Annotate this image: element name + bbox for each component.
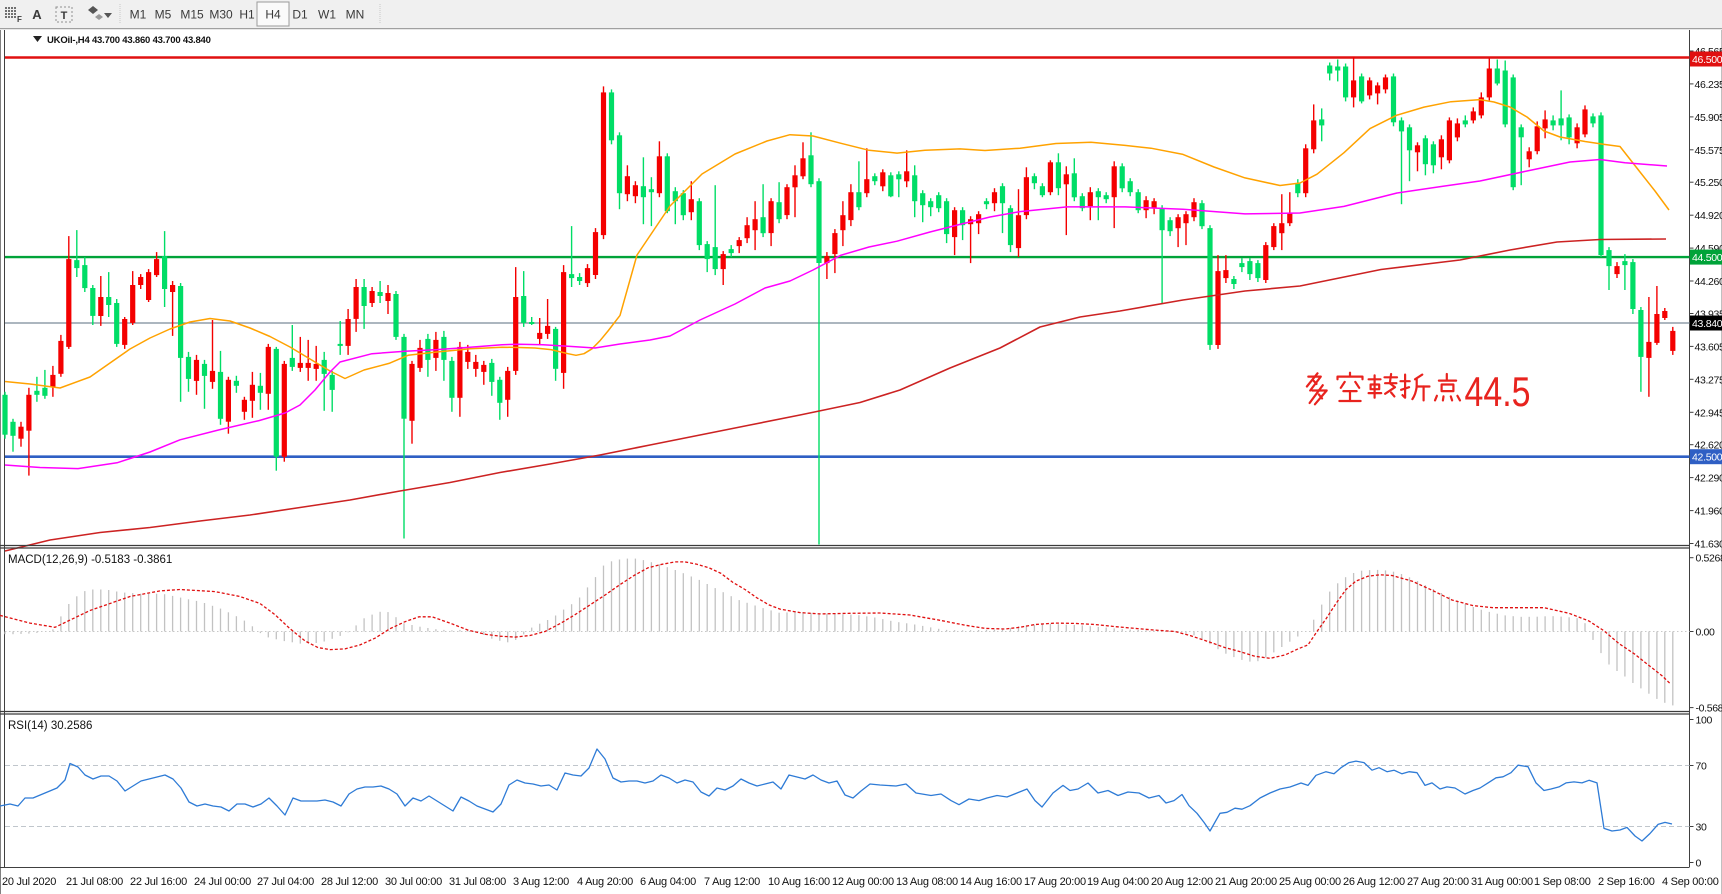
svg-text:A: A	[32, 7, 42, 22]
svg-text:20 Aug 12:00: 20 Aug 12:00	[1151, 876, 1213, 888]
svg-text:4 Sep 00:00: 4 Sep 00:00	[1662, 876, 1719, 888]
svg-text:7 Aug 12:00: 7 Aug 12:00	[704, 876, 760, 888]
svg-text:21 Jul 08:00: 21 Jul 08:00	[66, 876, 123, 888]
svg-text:27 Jul 04:00: 27 Jul 04:00	[257, 876, 314, 888]
svg-text:70: 70	[1696, 761, 1707, 773]
svg-text:4 Aug 20:00: 4 Aug 20:00	[577, 876, 633, 888]
svg-text:22 Jul 16:00: 22 Jul 16:00	[130, 876, 187, 888]
svg-text:H4: H4	[265, 8, 281, 22]
svg-text:3 Aug 12:00: 3 Aug 12:00	[513, 876, 569, 888]
svg-text:24 Jul 00:00: 24 Jul 00:00	[194, 876, 251, 888]
svg-text:30: 30	[1696, 822, 1707, 834]
svg-text:31 Jul 08:00: 31 Jul 08:00	[449, 876, 506, 888]
svg-text:13 Aug 08:00: 13 Aug 08:00	[896, 876, 958, 888]
svg-text:41.960: 41.960	[1695, 506, 1722, 518]
svg-text:43.840: 43.840	[1692, 318, 1722, 330]
svg-text:45.250: 45.250	[1695, 177, 1722, 189]
svg-text:28 Jul 12:00: 28 Jul 12:00	[321, 876, 378, 888]
svg-text:1 Sep 08:00: 1 Sep 08:00	[1534, 876, 1591, 888]
svg-text:44.920: 44.920	[1695, 210, 1722, 222]
svg-text:41.630: 41.630	[1695, 539, 1722, 551]
svg-text:44.5: 44.5	[1465, 368, 1531, 415]
svg-text:M1: M1	[130, 8, 147, 22]
svg-text:44.500: 44.500	[1692, 252, 1722, 264]
svg-text:27 Aug 20:00: 27 Aug 20:00	[1407, 876, 1469, 888]
svg-text:31 Aug 00:00: 31 Aug 00:00	[1471, 876, 1533, 888]
svg-text:10 Aug 16:00: 10 Aug 16:00	[768, 876, 830, 888]
svg-text:MACD(12,26,9) -0.5183 -0.3861: MACD(12,26,9) -0.5183 -0.3861	[8, 554, 172, 566]
svg-text:42.620: 42.620	[1695, 440, 1722, 452]
svg-text:46.500: 46.500	[1692, 54, 1722, 66]
svg-text:6 Aug 04:00: 6 Aug 04:00	[640, 876, 696, 888]
svg-text:0.5268: 0.5268	[1696, 553, 1722, 565]
svg-text:44.260: 44.260	[1695, 276, 1722, 288]
svg-text:42.945: 42.945	[1695, 407, 1722, 419]
svg-text:46.235: 46.235	[1695, 79, 1722, 91]
svg-text:30 Jul 00:00: 30 Jul 00:00	[385, 876, 442, 888]
svg-text:20 Jul 2020: 20 Jul 2020	[2, 876, 56, 888]
svg-text:19 Aug 04:00: 19 Aug 04:00	[1087, 876, 1149, 888]
svg-text:W1: W1	[318, 8, 336, 22]
svg-text:26 Aug 12:00: 26 Aug 12:00	[1343, 876, 1405, 888]
svg-text:F: F	[17, 15, 22, 24]
svg-text:14 Aug 16:00: 14 Aug 16:00	[960, 876, 1022, 888]
svg-text:45.905: 45.905	[1695, 112, 1722, 124]
svg-text:0.00: 0.00	[1696, 627, 1716, 639]
svg-text:M30: M30	[209, 8, 233, 22]
svg-text:M15: M15	[180, 8, 204, 22]
svg-text:RSI(14) 30.2586: RSI(14) 30.2586	[8, 720, 92, 732]
svg-text:H1: H1	[239, 8, 255, 22]
svg-text:D1: D1	[292, 8, 308, 22]
svg-text:0: 0	[1696, 858, 1702, 870]
svg-text:43.275: 43.275	[1695, 374, 1722, 386]
svg-text:42.290: 42.290	[1695, 473, 1722, 485]
svg-text:M5: M5	[155, 8, 172, 22]
svg-text:21 Aug 20:00: 21 Aug 20:00	[1215, 876, 1277, 888]
svg-text:43.605: 43.605	[1695, 341, 1722, 353]
svg-text:25 Aug 00:00: 25 Aug 00:00	[1279, 876, 1341, 888]
svg-text:12 Aug 00:00: 12 Aug 00:00	[832, 876, 894, 888]
svg-text:T: T	[61, 10, 68, 22]
svg-text:42.500: 42.500	[1692, 452, 1722, 464]
svg-text:45.575: 45.575	[1695, 145, 1722, 157]
svg-text:17 Aug 20:00: 17 Aug 20:00	[1024, 876, 1086, 888]
svg-text:100: 100	[1696, 715, 1713, 727]
svg-text:UKOil-,H4 43.700 43.860 43.70: UKOil-,H4 43.700 43.860 43.700 43.840	[47, 35, 211, 46]
svg-text:2 Sep 16:00: 2 Sep 16:00	[1598, 876, 1655, 888]
svg-text:MN: MN	[346, 8, 365, 22]
